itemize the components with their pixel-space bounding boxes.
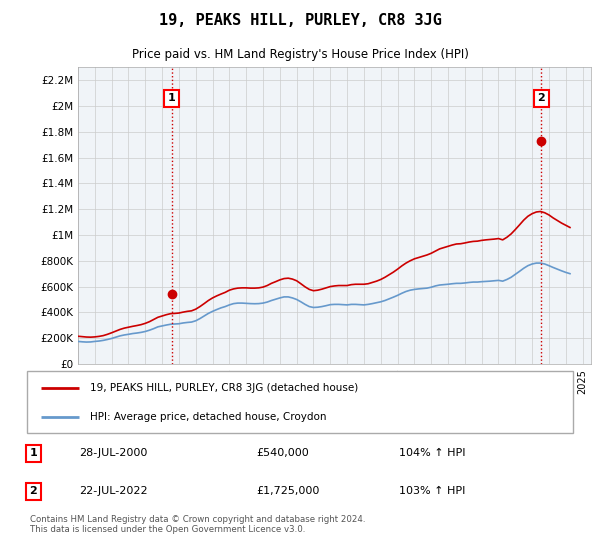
Text: 19, PEAKS HILL, PURLEY, CR8 3JG (detached house): 19, PEAKS HILL, PURLEY, CR8 3JG (detache… bbox=[90, 382, 358, 393]
Text: 104% ↑ HPI: 104% ↑ HPI bbox=[400, 449, 466, 459]
Text: £1,725,000: £1,725,000 bbox=[256, 486, 319, 496]
FancyBboxPatch shape bbox=[27, 371, 573, 433]
Text: £540,000: £540,000 bbox=[256, 449, 308, 459]
Text: 19, PEAKS HILL, PURLEY, CR8 3JG: 19, PEAKS HILL, PURLEY, CR8 3JG bbox=[158, 13, 442, 29]
Text: 2: 2 bbox=[538, 94, 545, 104]
Text: Contains HM Land Registry data © Crown copyright and database right 2024.
This d: Contains HM Land Registry data © Crown c… bbox=[29, 515, 365, 534]
Text: HPI: Average price, detached house, Croydon: HPI: Average price, detached house, Croy… bbox=[90, 412, 327, 422]
Text: 28-JUL-2000: 28-JUL-2000 bbox=[79, 449, 148, 459]
Text: 22-JUL-2022: 22-JUL-2022 bbox=[79, 486, 148, 496]
Text: 103% ↑ HPI: 103% ↑ HPI bbox=[400, 486, 466, 496]
Text: 1: 1 bbox=[168, 94, 176, 104]
Text: 2: 2 bbox=[29, 486, 37, 496]
Text: 1: 1 bbox=[29, 449, 37, 459]
Text: Price paid vs. HM Land Registry's House Price Index (HPI): Price paid vs. HM Land Registry's House … bbox=[131, 48, 469, 62]
